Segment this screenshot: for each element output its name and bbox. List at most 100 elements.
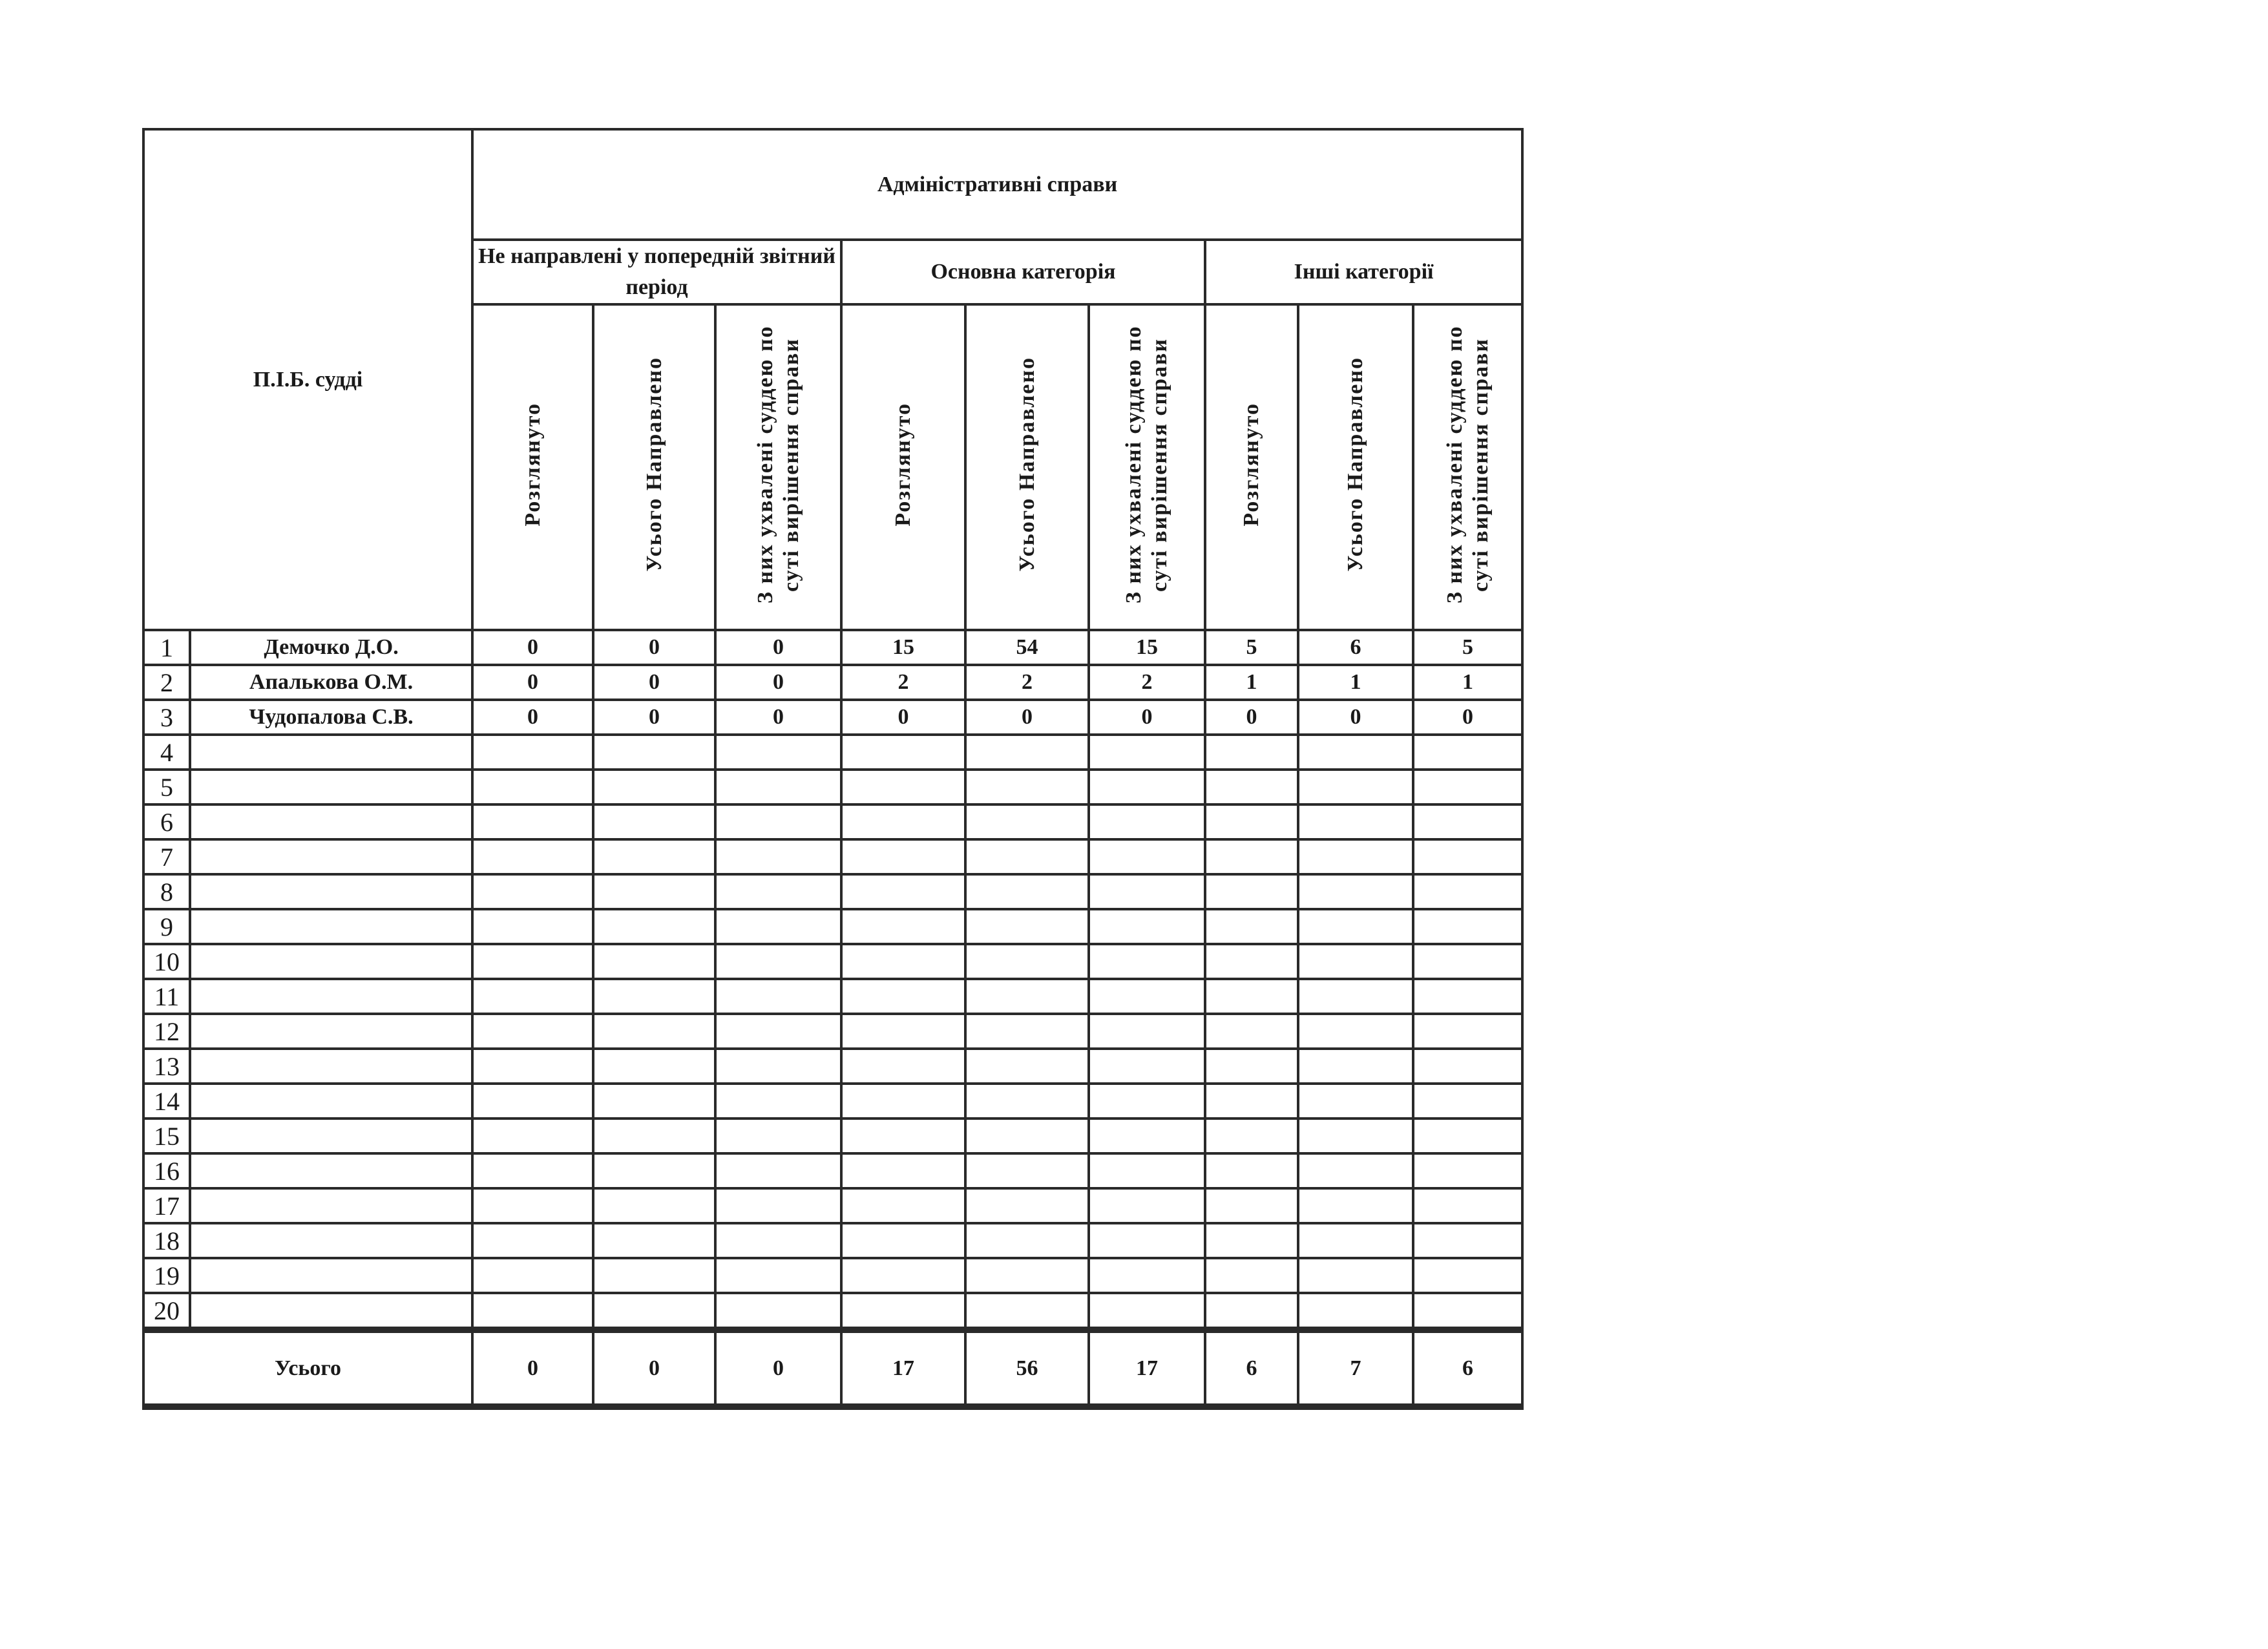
judge-name-cell (188, 1187, 474, 1224)
value-cell (1412, 1117, 1524, 1155)
value-cell: 1 (1412, 664, 1524, 701)
value-cell: 0 (1297, 698, 1415, 736)
value-cell (471, 1013, 595, 1050)
value-cell (1412, 1152, 1524, 1190)
value-cell (964, 978, 1091, 1015)
value-cell (1204, 1117, 1300, 1155)
column-header-label: Розглянуто (520, 402, 545, 527)
value-cell (1412, 978, 1524, 1015)
value-cell (1087, 803, 1207, 841)
table-row: 1 Демочко Д.О. 0 0 0 15 54 15 5 6 5 (142, 629, 1524, 666)
value-cell (1297, 1047, 1415, 1085)
value-cell (840, 803, 967, 841)
value-cell (1412, 803, 1524, 841)
value-cell (471, 803, 595, 841)
value-cell (964, 873, 1091, 910)
column-header: Усього Направлено (592, 303, 717, 631)
value-cell (592, 943, 717, 980)
value-cell (840, 978, 967, 1015)
judge-name-header: П.І.Б. судді (142, 128, 474, 631)
row-number: 9 (142, 908, 191, 945)
column-header-label: Усього Направлено (1343, 357, 1368, 572)
value-cell (964, 1187, 1091, 1224)
value-cell (592, 908, 717, 945)
table-row: 17 (142, 1187, 1524, 1224)
value-cell (1412, 873, 1524, 910)
total-label: Усього (142, 1327, 474, 1410)
value-cell (964, 803, 1091, 841)
table-row: 12 (142, 1013, 1524, 1050)
value-cell (1297, 943, 1415, 980)
column-header-label: З них ухвалені суддею по суті вирішення … (753, 325, 803, 604)
value-cell (840, 1257, 967, 1294)
judge-name-cell (188, 1117, 474, 1155)
row-number: 19 (142, 1257, 191, 1294)
value-cell (1297, 978, 1415, 1015)
value-cell (964, 1222, 1091, 1259)
value-cell (471, 1257, 595, 1294)
judge-name-cell (188, 978, 474, 1015)
value-cell (714, 838, 843, 876)
total-value-cell: 0 (471, 1327, 595, 1410)
judge-name-cell (188, 768, 474, 806)
value-cell (840, 1047, 967, 1085)
value-cell (592, 1152, 717, 1190)
table-row: 13 (142, 1047, 1524, 1085)
value-cell (1087, 908, 1207, 945)
value-cell (1087, 1047, 1207, 1085)
value-cell (471, 873, 595, 910)
value-cell (1297, 1117, 1415, 1155)
value-cell (840, 733, 967, 771)
value-cell (592, 1082, 717, 1120)
value-cell (964, 1117, 1091, 1155)
value-cell (592, 978, 717, 1015)
row-number: 13 (142, 1047, 191, 1085)
value-cell (714, 1013, 843, 1050)
value-cell (714, 803, 843, 841)
value-cell (1204, 1257, 1300, 1294)
table-row: 14 (142, 1082, 1524, 1120)
value-cell: 0 (592, 664, 717, 701)
value-cell (964, 1047, 1091, 1085)
value-cell (592, 1013, 717, 1050)
value-cell (964, 1082, 1091, 1120)
value-cell (964, 1257, 1091, 1294)
total-value-cell: 17 (840, 1327, 967, 1410)
value-cell (471, 768, 595, 806)
value-cell (1412, 1082, 1524, 1120)
row-number: 8 (142, 873, 191, 910)
value-cell (964, 733, 1091, 771)
judge-name-cell (188, 908, 474, 945)
total-value-cell: 0 (592, 1327, 717, 1410)
column-header-label: Розглянуто (1239, 402, 1264, 527)
value-cell (714, 1082, 843, 1120)
value-cell: 2 (964, 664, 1091, 701)
value-cell (592, 803, 717, 841)
value-cell (592, 1117, 717, 1155)
value-cell (1204, 1152, 1300, 1190)
value-cell: 5 (1412, 629, 1524, 666)
value-cell (1087, 1292, 1207, 1331)
value-cell (1297, 803, 1415, 841)
judge-name-cell (188, 1292, 474, 1331)
value-cell (964, 768, 1091, 806)
column-header: Усього Направлено (964, 303, 1091, 631)
value-cell (592, 1187, 717, 1224)
value-cell (714, 733, 843, 771)
value-cell (471, 1292, 595, 1331)
value-cell: 0 (714, 629, 843, 666)
row-number: 16 (142, 1152, 191, 1190)
value-cell (714, 873, 843, 910)
value-cell: 0 (1087, 698, 1207, 736)
row-number: 14 (142, 1082, 191, 1120)
value-cell (1297, 873, 1415, 910)
value-cell (592, 873, 717, 910)
value-cell (1297, 1013, 1415, 1050)
row-number: 10 (142, 943, 191, 980)
column-header-label: Усього Направлено (1014, 357, 1039, 572)
value-cell (964, 1013, 1091, 1050)
value-cell (1297, 1187, 1415, 1224)
value-cell (714, 978, 843, 1015)
value-cell: 0 (592, 629, 717, 666)
value-cell (1204, 978, 1300, 1015)
